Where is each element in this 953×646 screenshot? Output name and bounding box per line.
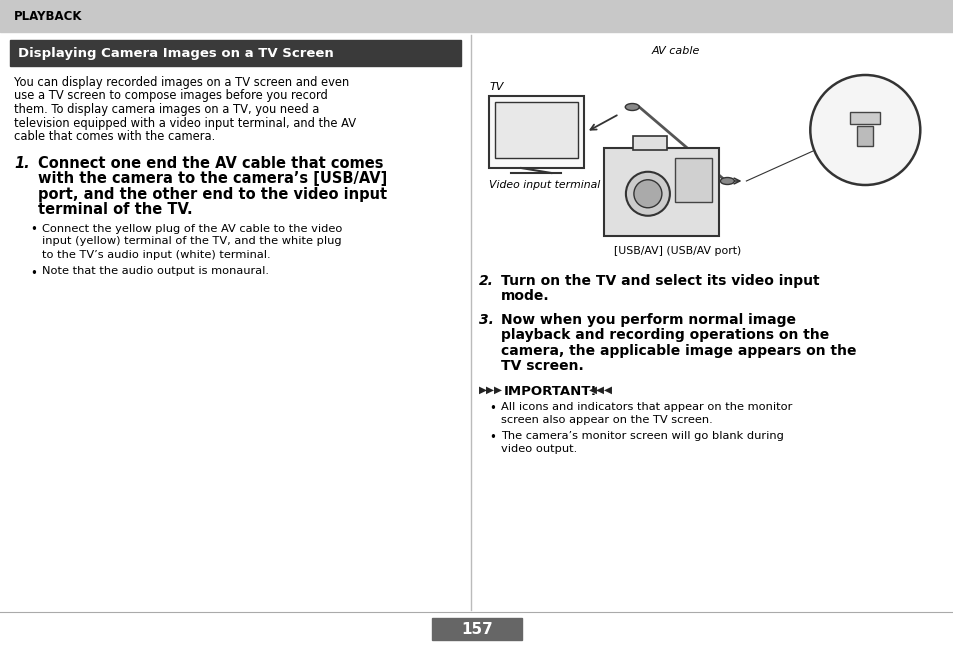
Text: ◀◀◀: ◀◀◀ <box>589 385 613 395</box>
Text: ▶▶▶: ▶▶▶ <box>478 385 503 395</box>
Text: AV cable: AV cable <box>651 46 700 56</box>
Bar <box>432 618 521 640</box>
Text: Connect one end the AV cable that comes: Connect one end the AV cable that comes <box>38 156 383 171</box>
Text: playback and recording operations on the: playback and recording operations on the <box>500 329 829 342</box>
Text: •: • <box>30 224 37 236</box>
Text: cable that comes with the camera.: cable that comes with the camera. <box>14 130 215 143</box>
Text: screen also appear on the TV screen.: screen also appear on the TV screen. <box>500 415 712 425</box>
Text: 1.: 1. <box>14 156 30 171</box>
Bar <box>489 96 583 168</box>
Text: camera, the applicable image appears on the: camera, the applicable image appears on … <box>500 344 856 358</box>
Ellipse shape <box>624 103 639 110</box>
Text: All icons and indicators that appear on the monitor: All icons and indicators that appear on … <box>500 402 792 412</box>
Bar <box>675 158 712 202</box>
Text: video output.: video output. <box>500 444 577 454</box>
Bar <box>857 126 872 146</box>
Circle shape <box>809 75 920 185</box>
Text: use a TV screen to compose images before you record: use a TV screen to compose images before… <box>14 90 328 103</box>
Text: The camera’s monitor screen will go blank during: The camera’s monitor screen will go blan… <box>500 431 783 441</box>
Text: You can display recorded images on a TV screen and even: You can display recorded images on a TV … <box>14 76 349 89</box>
Circle shape <box>633 180 661 208</box>
Text: port, and the other end to the video input: port, and the other end to the video inp… <box>38 187 387 202</box>
Bar <box>849 112 880 124</box>
Text: Now when you perform normal image: Now when you perform normal image <box>500 313 796 327</box>
Text: terminal of the TV.: terminal of the TV. <box>38 202 193 217</box>
Text: [USB/AV] (USB/AV port): [USB/AV] (USB/AV port) <box>613 246 740 256</box>
Text: to the TV’s audio input (white) terminal.: to the TV’s audio input (white) terminal… <box>42 249 271 260</box>
Text: mode.: mode. <box>500 289 549 304</box>
Text: IMPORTANT!: IMPORTANT! <box>503 385 597 398</box>
Text: TV: TV <box>489 82 503 92</box>
Text: Connect the yellow plug of the AV cable to the video: Connect the yellow plug of the AV cable … <box>42 224 342 233</box>
Text: •: • <box>489 402 496 415</box>
Text: 3.: 3. <box>478 313 494 327</box>
Text: Turn on the TV and select its video input: Turn on the TV and select its video inpu… <box>500 274 819 288</box>
Text: Note that the audio output is monaural.: Note that the audio output is monaural. <box>42 267 269 276</box>
Text: them. To display camera images on a TV, you need a: them. To display camera images on a TV, … <box>14 103 319 116</box>
Text: Video input terminal: Video input terminal <box>489 180 599 190</box>
Text: television equipped with a video input terminal, and the AV: television equipped with a video input t… <box>14 116 355 129</box>
Ellipse shape <box>720 178 734 185</box>
Text: with the camera to the camera’s [USB/AV]: with the camera to the camera’s [USB/AV] <box>38 171 387 186</box>
Text: Displaying Camera Images on a TV Screen: Displaying Camera Images on a TV Screen <box>18 47 334 59</box>
Bar <box>603 148 719 236</box>
Text: TV screen.: TV screen. <box>500 360 583 373</box>
Text: PLAYBACK: PLAYBACK <box>14 10 82 23</box>
Text: 157: 157 <box>460 621 493 636</box>
Circle shape <box>625 172 669 216</box>
Bar <box>495 102 578 158</box>
Bar <box>10 40 461 66</box>
Text: •: • <box>30 267 37 280</box>
Bar <box>0 0 953 32</box>
Text: input (yellow) terminal of the TV, and the white plug: input (yellow) terminal of the TV, and t… <box>42 236 341 247</box>
Bar <box>632 136 667 150</box>
Text: 2.: 2. <box>478 274 494 288</box>
Text: •: • <box>489 431 496 444</box>
